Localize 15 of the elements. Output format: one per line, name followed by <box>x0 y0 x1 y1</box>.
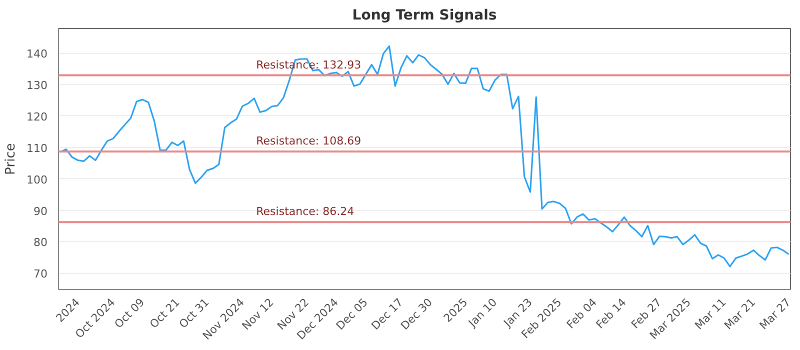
chart-title: Long Term Signals <box>352 8 497 24</box>
y-tick-label: 80 <box>34 236 48 250</box>
y-tick-label: 140 <box>26 48 48 61</box>
y-axis-title: Price <box>4 143 19 175</box>
x-tick-label: Jan 10 <box>465 296 500 330</box>
line-series <box>59 45 790 268</box>
y-tick-label: 90 <box>34 204 48 218</box>
y-tick-label: 130 <box>26 78 48 92</box>
ref-line-label: Resistance: 108.69 <box>256 134 362 148</box>
y-tick-label: 70 <box>34 268 48 281</box>
ref-line-label: Resistance: 86.24 <box>256 205 354 218</box>
y-tick-label: 100 <box>26 173 48 186</box>
x-tick-label: Mar 27 <box>757 296 794 332</box>
y-tick-label: 110 <box>26 142 48 155</box>
y-tick-label: 120 <box>26 110 48 124</box>
